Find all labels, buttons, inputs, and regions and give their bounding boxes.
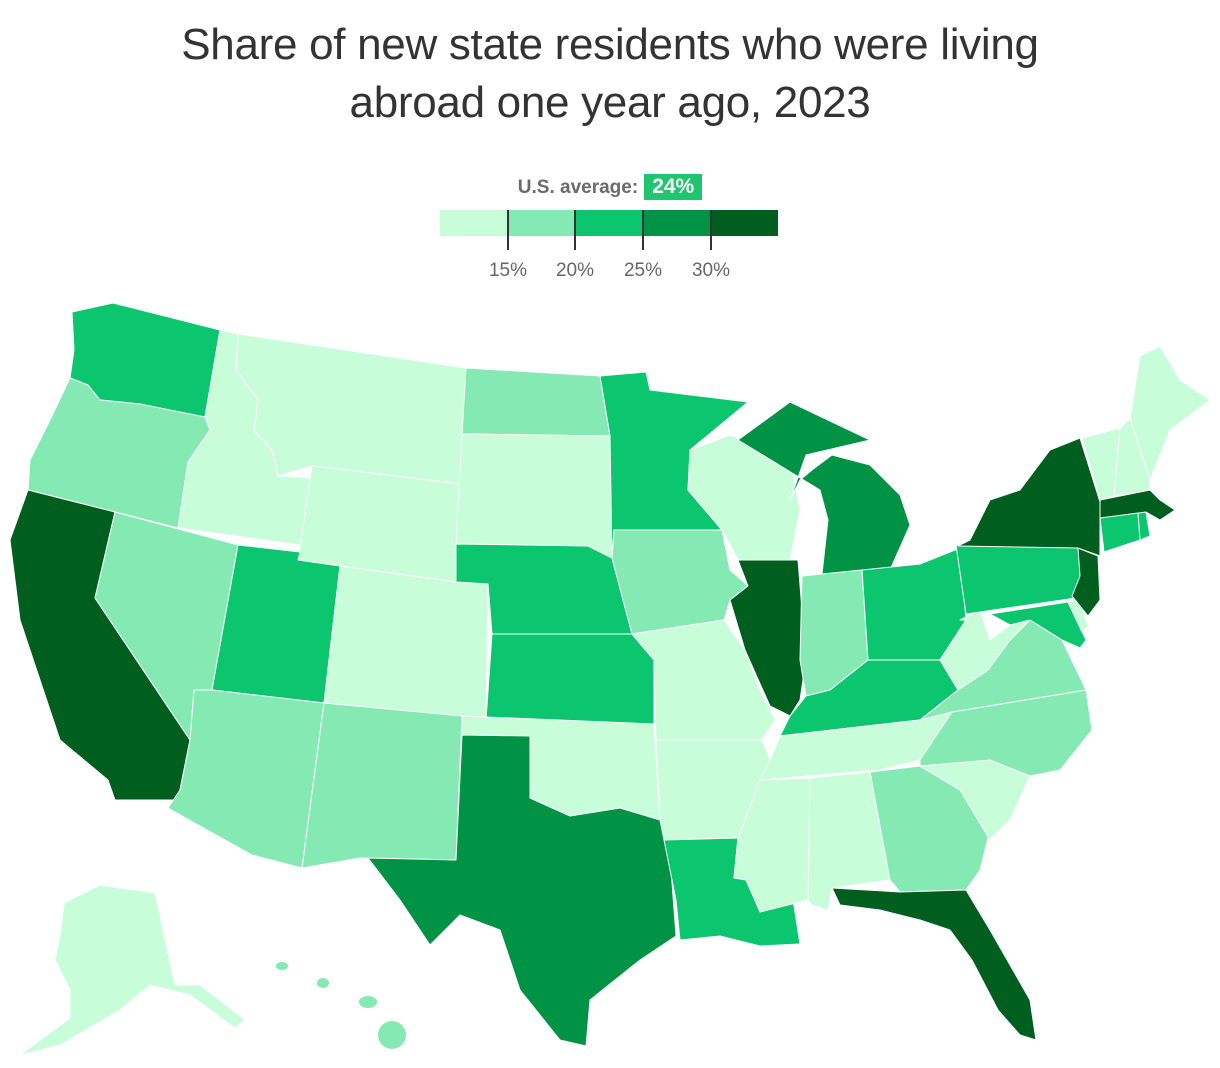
legend-tick-25 xyxy=(642,210,644,250)
state-massachusetts[interactable] xyxy=(1099,489,1176,521)
chart-title-line1: Share of new state residents who were li… xyxy=(181,20,1039,69)
state-alaska[interactable] xyxy=(19,884,246,1056)
state-rhode-island[interactable] xyxy=(1137,511,1151,541)
state-new-hampshire[interactable] xyxy=(1113,417,1151,497)
state-iowa[interactable] xyxy=(611,529,749,635)
state-south-dakota[interactable] xyxy=(455,433,613,559)
state-kansas[interactable] xyxy=(485,633,655,725)
chart-title-line2: abroad one year ago, 2023 xyxy=(349,78,871,127)
state-texas[interactable] xyxy=(367,734,677,1047)
state-michigan[interactable] xyxy=(737,401,911,575)
us-average-badge: 24% xyxy=(644,174,703,200)
state-maine[interactable] xyxy=(1129,345,1211,481)
state-hawaii-oahu[interactable] xyxy=(317,978,329,988)
state-florida[interactable] xyxy=(831,887,1037,1041)
state-connecticut[interactable] xyxy=(1099,511,1141,553)
chart-title: Share of new state residents who were li… xyxy=(0,16,1220,132)
legend-tick-15 xyxy=(507,210,509,250)
us-average-label: U.S. average: xyxy=(517,177,639,198)
state-hawaii-maui[interactable] xyxy=(359,996,377,1008)
state-new-york[interactable] xyxy=(957,437,1101,557)
color-legend xyxy=(440,210,778,236)
legend-bin-0 xyxy=(440,210,508,236)
state-north-dakota[interactable] xyxy=(461,367,611,437)
state-new-mexico[interactable] xyxy=(301,702,463,869)
state-hawaii-big-island[interactable] xyxy=(378,1021,406,1049)
legend-bin-3 xyxy=(642,210,711,236)
us-state-map xyxy=(9,302,1211,1056)
legend-bin-2 xyxy=(575,210,643,236)
legend-tick-20 xyxy=(574,210,576,250)
legend-bin-4 xyxy=(710,210,778,236)
state-new-jersey[interactable] xyxy=(1071,547,1101,617)
legend-tick-label: 30% xyxy=(691,260,731,281)
state-arizona[interactable] xyxy=(167,689,325,869)
state-colorado[interactable] xyxy=(323,565,489,721)
legend-bin-1 xyxy=(507,210,576,236)
legend-tick-30 xyxy=(710,210,712,250)
legend-tick-label: 15% xyxy=(488,260,528,281)
legend-tick-label: 25% xyxy=(623,260,663,281)
state-hawaii-kauai[interactable] xyxy=(276,962,288,970)
legend-tick-label: 20% xyxy=(555,260,595,281)
state-missouri[interactable] xyxy=(631,619,776,741)
us-average-annotation: U.S. average: 24% xyxy=(0,174,1220,200)
